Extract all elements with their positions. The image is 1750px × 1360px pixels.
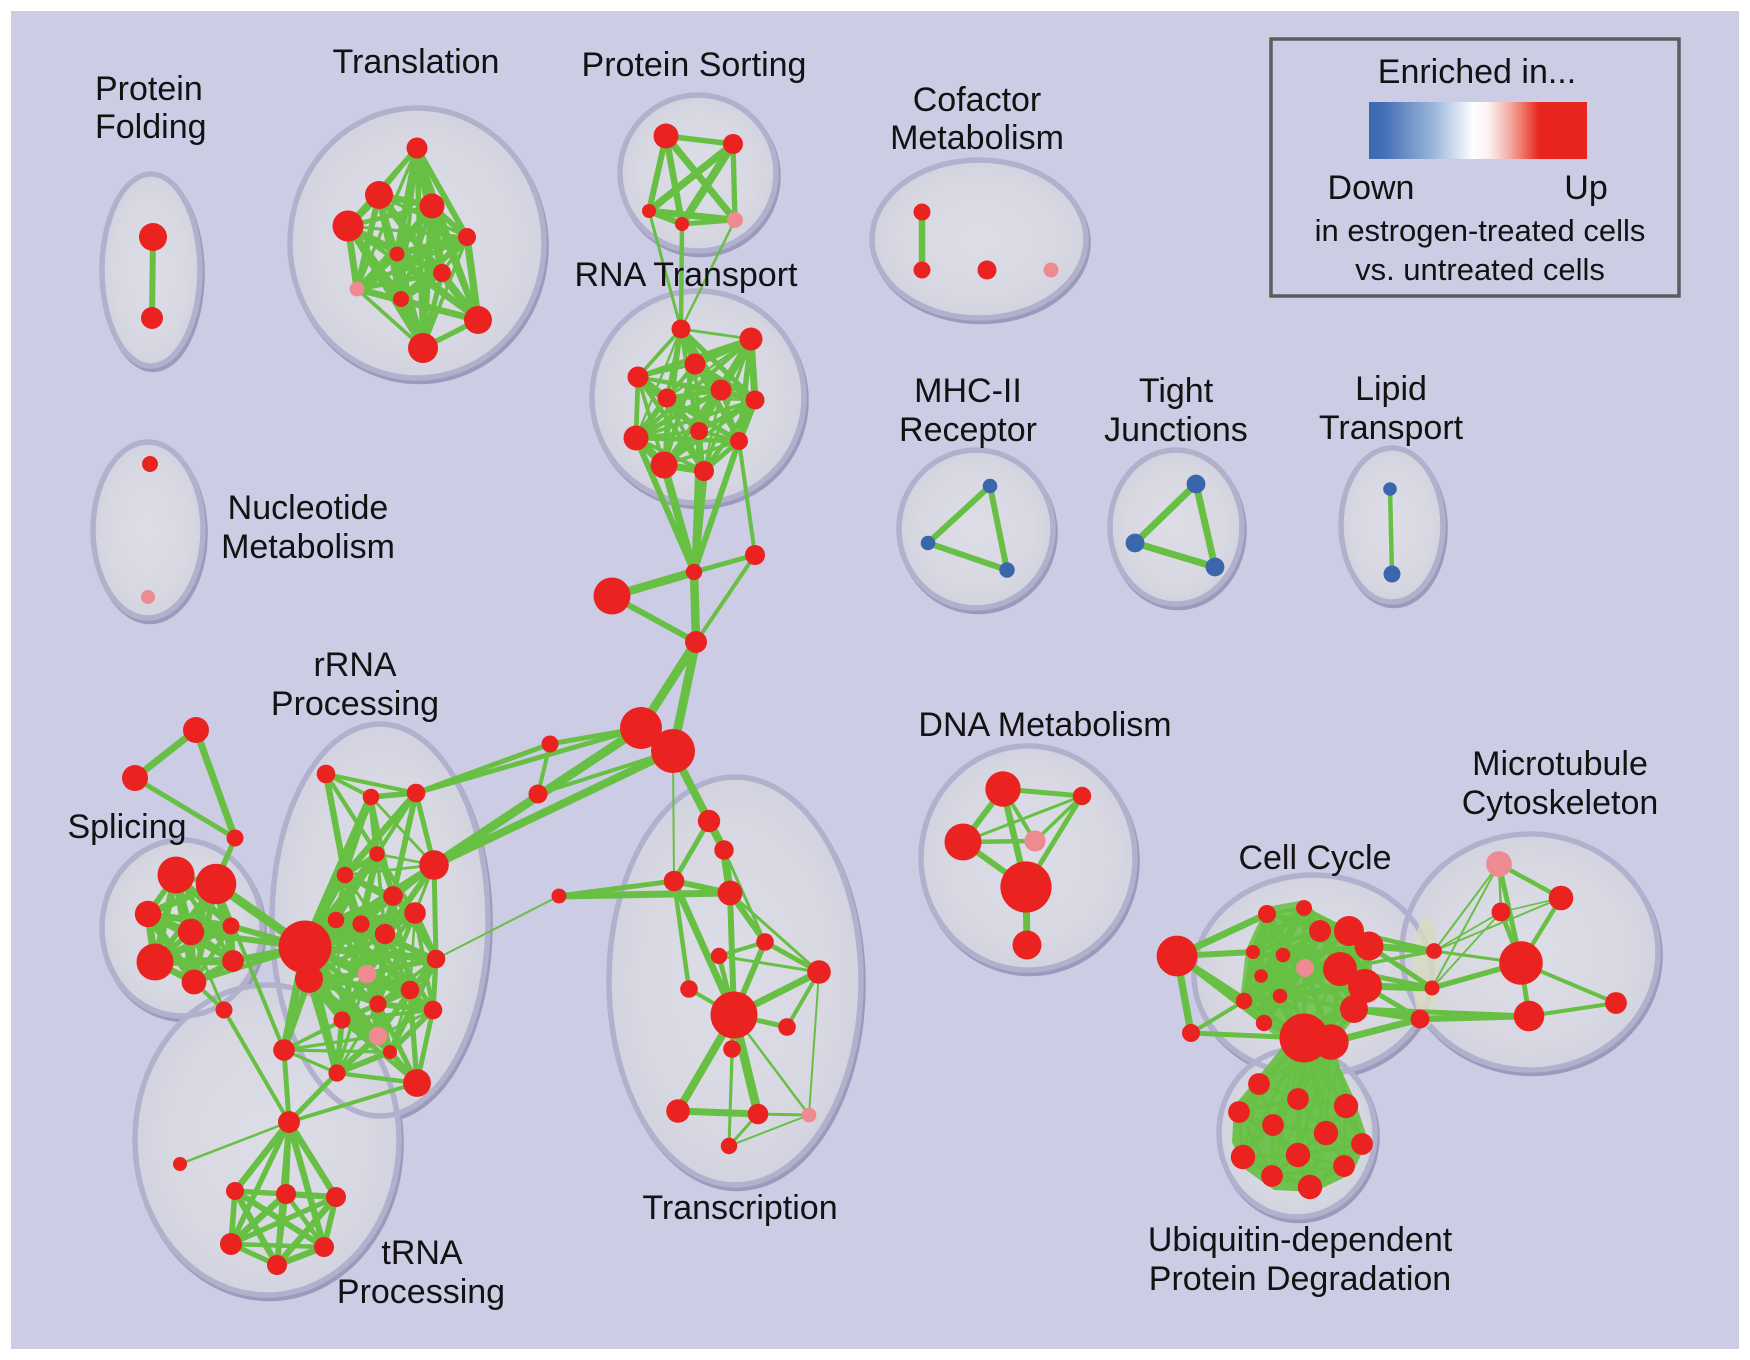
svg-text:Cofactor: Cofactor — [913, 81, 1042, 119]
svg-text:Receptor: Receptor — [899, 411, 1037, 449]
svg-text:Metabolism: Metabolism — [221, 528, 395, 566]
svg-text:Protein Sorting: Protein Sorting — [582, 46, 807, 84]
svg-text:Junctions: Junctions — [1104, 411, 1248, 449]
svg-text:Tight: Tight — [1139, 372, 1214, 410]
svg-text:Enriched in...: Enriched in... — [1378, 53, 1576, 91]
svg-text:Processing: Processing — [337, 1273, 505, 1311]
svg-text:Cytoskeleton: Cytoskeleton — [1462, 784, 1659, 822]
svg-text:in estrogen-treated cells: in estrogen-treated cells — [1315, 213, 1646, 248]
svg-text:Translation: Translation — [333, 43, 500, 81]
svg-text:Cell Cycle: Cell Cycle — [1238, 839, 1391, 877]
svg-text:Up: Up — [1564, 169, 1607, 207]
svg-text:Splicing: Splicing — [67, 808, 186, 846]
svg-text:Nucleotide: Nucleotide — [228, 489, 389, 527]
svg-text:tRNA: tRNA — [381, 1234, 463, 1272]
svg-text:rRNA: rRNA — [313, 646, 396, 684]
svg-text:Lipid: Lipid — [1355, 370, 1427, 408]
svg-text:Processing: Processing — [271, 685, 439, 723]
svg-text:DNA Metabolism: DNA Metabolism — [918, 706, 1171, 744]
svg-text:Ubiquitin-dependent: Ubiquitin-dependent — [1148, 1221, 1453, 1259]
svg-text:Down: Down — [1328, 169, 1415, 207]
svg-text:MHC-II: MHC-II — [914, 372, 1022, 410]
svg-text:RNA Transport: RNA Transport — [575, 256, 799, 294]
svg-text:Transport: Transport — [1319, 409, 1464, 447]
svg-text:Transcription: Transcription — [642, 1189, 837, 1227]
svg-text:vs. untreated cells: vs. untreated cells — [1355, 252, 1605, 287]
svg-text:Protein Degradation: Protein Degradation — [1149, 1260, 1451, 1298]
svg-text:Metabolism: Metabolism — [890, 119, 1064, 157]
svg-text:Folding: Folding — [95, 108, 207, 146]
svg-text:Protein: Protein — [95, 70, 203, 108]
svg-text:Microtubule: Microtubule — [1472, 745, 1648, 783]
